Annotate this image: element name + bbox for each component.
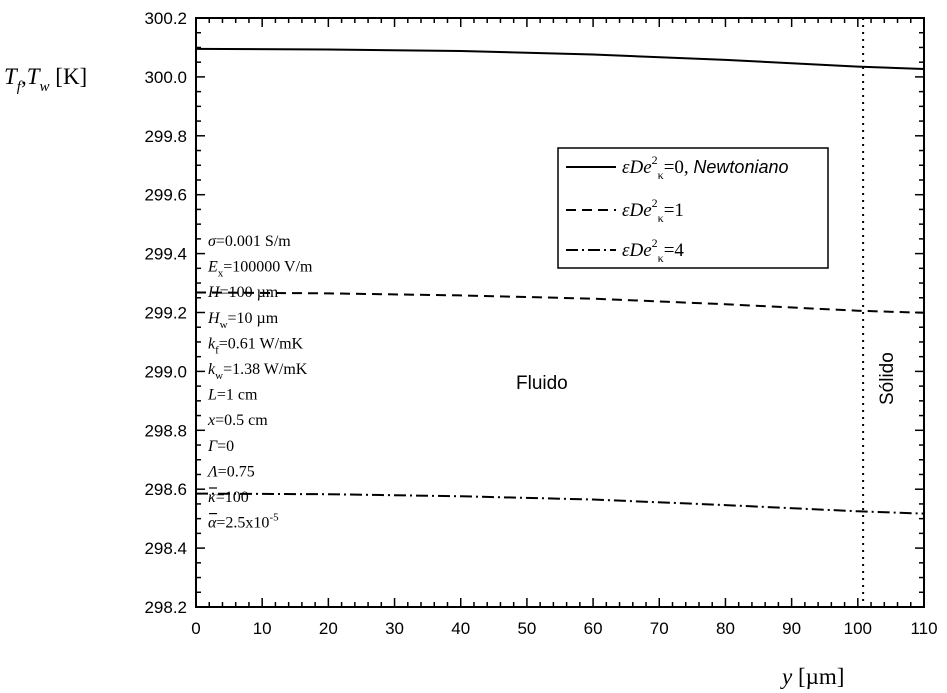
- y-tick-label: 299.6: [144, 186, 187, 205]
- plot-frame: [195, 17, 925, 608]
- parameter-list: σ=0.001 S/m Ex=100000 V/m H=100 µm Hw=10 µm…: [206, 233, 313, 532]
- x-tick-label: 10: [253, 619, 272, 638]
- x-tick-label: 50: [517, 619, 536, 638]
- parameter-line: Γ=0: [207, 438, 234, 455]
- parameter-line: σ=0.001 S/m: [208, 233, 291, 250]
- x-tick-label: 110: [910, 619, 937, 638]
- legend-entry-de4: εDe2κ=4: [622, 236, 684, 265]
- series-line-1: [195, 291, 925, 314]
- x-tick-label: 100: [844, 619, 872, 638]
- y-tick-label: 299.4: [144, 245, 187, 264]
- legend: εDe2κ=0, Newtoniano εDe2κ=1 εDe2κ=4: [557, 147, 829, 269]
- fluid-label: Fluido: [516, 373, 568, 394]
- y-axis-label: Tf,Tw [K]: [4, 64, 87, 95]
- x-axis-label: y [µm]: [780, 664, 844, 689]
- series-line-0: [195, 47, 925, 70]
- y-tick-labels: 300.2 300.0 299.8 299.6 299.4 299.2 299.0 298.8…: [144, 9, 187, 617]
- series-line-2: [195, 492, 925, 515]
- x-tick-label: 20: [319, 619, 338, 638]
- x-tick-label: 0: [191, 619, 200, 638]
- parameter-line: kw=1.38 W/mK: [208, 361, 308, 382]
- y-tick-label: 298.4: [144, 539, 187, 558]
- y-tick-label: 298.8: [144, 421, 187, 440]
- y-tick-label: 300.0: [144, 68, 187, 87]
- series-layer: [195, 47, 925, 515]
- x-tick-label: 70: [650, 619, 669, 638]
- parameter-line: L=1 cm: [207, 387, 258, 404]
- parameter-line: x=0.5 cm: [207, 412, 268, 429]
- parameter-line: Λ=0.75: [206, 463, 255, 480]
- y-tick-label: 299.2: [144, 304, 187, 323]
- parameter-line: Ex=100000 V/m: [207, 259, 313, 280]
- y-tick-label: 298.2: [144, 598, 187, 617]
- x-tick-label: 90: [782, 619, 801, 638]
- parameter-line: kf=0.61 W/mK: [208, 335, 304, 356]
- solid-label: Sólido: [877, 352, 898, 405]
- x-tick-label: 80: [716, 619, 735, 638]
- parameter-line: Hw=10 µm: [207, 310, 279, 331]
- x-tick-label: 40: [451, 619, 470, 638]
- axis-ticks: [195, 17, 925, 608]
- y-tick-label: 299.8: [144, 127, 187, 146]
- parameter-line: κ=100: [208, 489, 249, 506]
- x-tick-labels: 0 10 20 30 40 50 60 70 80 90 100 110: [191, 619, 937, 638]
- legend-entry-newtoniano: εDe2κ=0, Newtoniano: [622, 153, 788, 182]
- x-tick-label: 60: [584, 619, 603, 638]
- legend-entry-de1: εDe2κ=1: [622, 196, 684, 225]
- parameter-line: H=100 µm: [207, 284, 279, 301]
- x-tick-label: 30: [385, 619, 404, 638]
- y-tick-label: 300.2: [144, 9, 187, 28]
- y-tick-label: 298.6: [144, 480, 187, 499]
- parameter-line: α=2.5x10-5: [208, 512, 279, 532]
- y-tick-label: 299.0: [144, 362, 187, 381]
